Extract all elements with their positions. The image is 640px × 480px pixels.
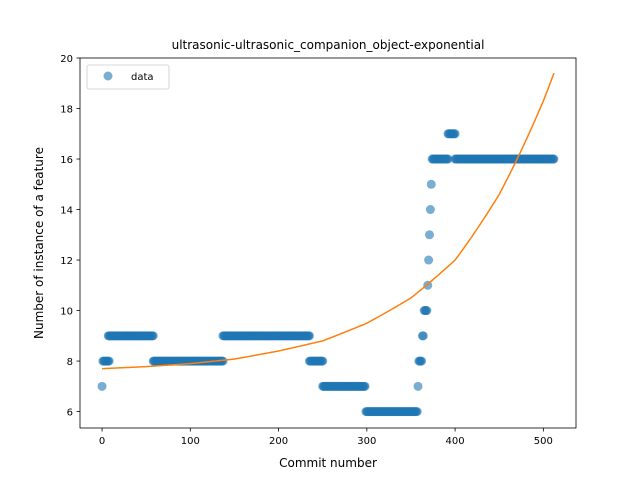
x-tick-label: 400 (446, 436, 465, 447)
y-tick-label: 12 (60, 256, 73, 267)
x-tick-label: 300 (357, 436, 376, 447)
data-point (305, 331, 314, 340)
plot-area (80, 58, 576, 428)
y-tick-label: 10 (60, 307, 73, 318)
data-point (425, 230, 434, 239)
data-point (105, 357, 114, 366)
y-tick-label: 18 (60, 105, 73, 116)
y-tick-label: 6 (67, 408, 73, 419)
y-tick-label: 14 (60, 206, 73, 217)
data-point (427, 180, 436, 189)
data-point (424, 256, 433, 265)
data-point (413, 407, 422, 416)
chart-title: ultrasonic-ultrasonic_companion_object-e… (172, 38, 485, 52)
x-tick-label: 100 (181, 436, 200, 447)
y-axis-label: Number of instance of a feature (32, 147, 46, 339)
legend-box (87, 65, 169, 89)
y-tick-label: 8 (67, 357, 73, 368)
data-point (149, 331, 158, 340)
data-point (414, 382, 423, 391)
data-point (417, 357, 426, 366)
data-point (419, 331, 428, 340)
y-tick-label: 20 (60, 54, 73, 65)
legend-marker (104, 72, 113, 81)
legend: data (87, 65, 169, 89)
legend-label: data (131, 72, 154, 83)
data-point (98, 382, 107, 391)
x-tick-label: 500 (534, 436, 553, 447)
data-point (451, 129, 460, 138)
x-tick-label: 200 (269, 436, 288, 447)
data-point (426, 205, 435, 214)
y-tick-label: 16 (60, 155, 73, 166)
x-axis-label: Commit number (279, 456, 377, 470)
x-tick-label: 0 (99, 436, 105, 447)
data-point (422, 306, 431, 315)
data-point (549, 155, 558, 164)
data-point (318, 357, 327, 366)
data-point (361, 382, 370, 391)
